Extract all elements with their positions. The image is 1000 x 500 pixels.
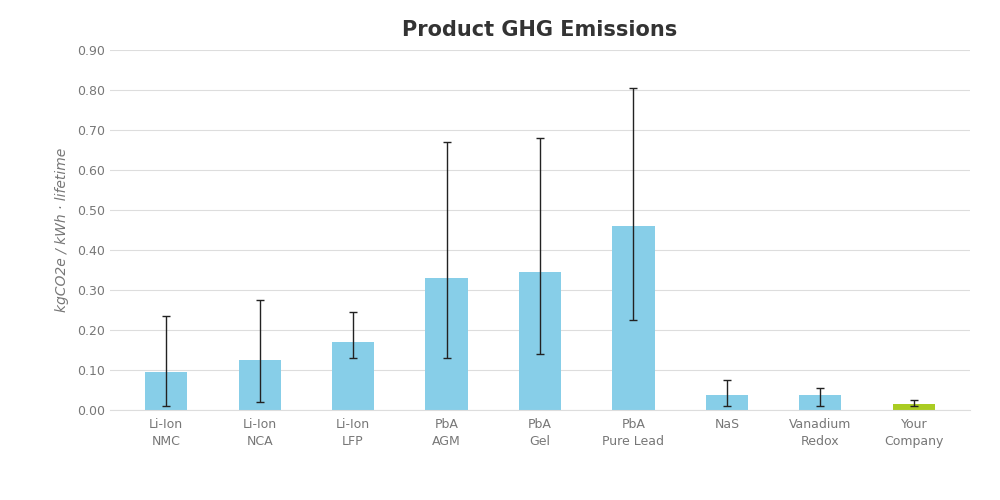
Bar — [706, 395, 748, 410]
Bar — [239, 360, 281, 410]
Bar — [612, 226, 655, 410]
Bar — [893, 404, 935, 410]
Y-axis label: kgCO2e / kWh · lifetime: kgCO2e / kWh · lifetime — [55, 148, 69, 312]
Bar — [145, 372, 187, 410]
Bar — [519, 272, 561, 410]
Bar — [332, 342, 374, 410]
Bar — [799, 395, 841, 410]
Bar — [425, 278, 468, 410]
Title: Product GHG Emissions: Product GHG Emissions — [402, 20, 678, 40]
